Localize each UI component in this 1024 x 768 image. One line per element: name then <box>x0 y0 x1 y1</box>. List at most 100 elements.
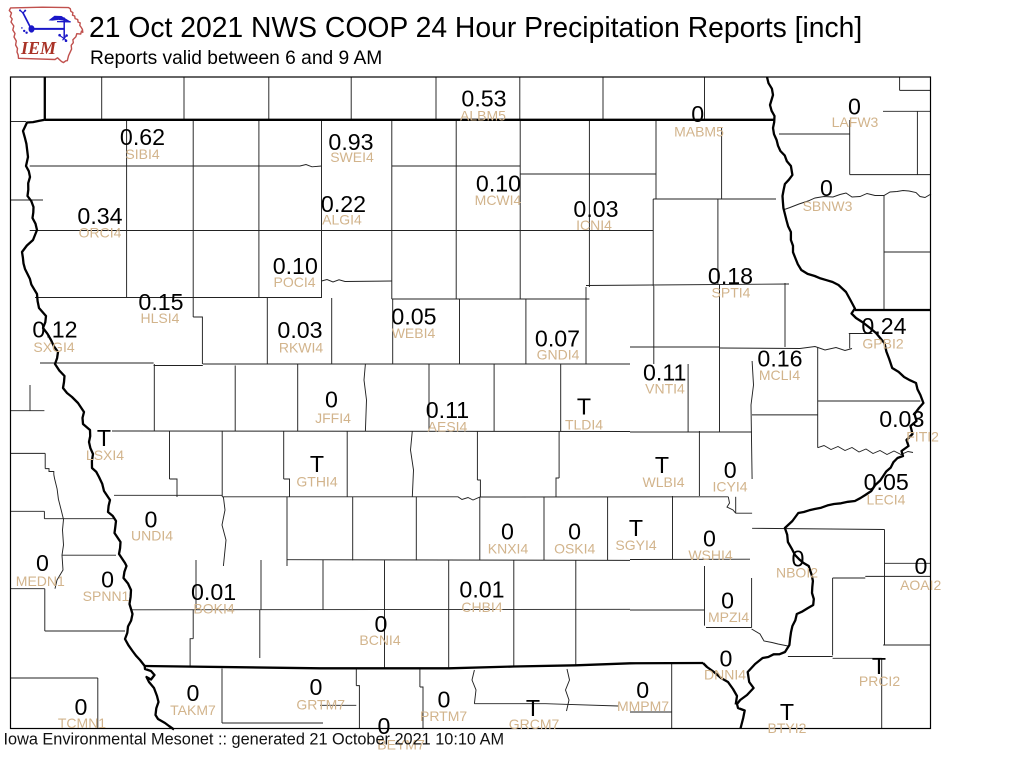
svg-text:T: T <box>97 425 111 451</box>
svg-text:NBOI2: NBOI2 <box>776 564 818 580</box>
svg-text:0.16: 0.16 <box>757 346 802 372</box>
svg-text:0: 0 <box>721 587 734 613</box>
svg-text:0: 0 <box>848 94 861 120</box>
svg-text:0: 0 <box>703 526 716 552</box>
svg-text:MABM5: MABM5 <box>674 123 724 139</box>
svg-text:T: T <box>310 451 324 477</box>
svg-text:SBNW3: SBNW3 <box>803 198 853 214</box>
svg-text:ICNI4: ICNI4 <box>576 217 612 233</box>
svg-text:MCWI4: MCWI4 <box>475 192 522 208</box>
svg-text:0: 0 <box>820 175 833 201</box>
svg-text:LSXI4: LSXI4 <box>86 447 124 463</box>
svg-text:Reports valid between 6 and 9: Reports valid between 6 and 9 AM <box>90 48 382 69</box>
svg-text:0: 0 <box>438 687 451 713</box>
svg-text:T: T <box>655 452 669 478</box>
svg-text:0: 0 <box>720 646 733 672</box>
svg-text:0: 0 <box>374 611 387 637</box>
svg-text:0: 0 <box>636 677 649 703</box>
svg-text:T: T <box>629 515 643 541</box>
svg-text:0: 0 <box>724 457 737 483</box>
svg-text:DNNI4: DNNI4 <box>704 667 746 683</box>
svg-text:0.01: 0.01 <box>459 577 504 603</box>
svg-text:0: 0 <box>101 567 114 593</box>
svg-text:MEDN1: MEDN1 <box>16 573 65 589</box>
svg-text:0.05: 0.05 <box>864 469 909 495</box>
svg-text:CHBI4: CHBI4 <box>461 599 502 615</box>
svg-text:AESI4: AESI4 <box>428 418 468 434</box>
svg-text:WSHI4: WSHI4 <box>688 547 733 563</box>
svg-text:0: 0 <box>501 519 514 545</box>
svg-text:0.22: 0.22 <box>321 191 366 217</box>
svg-text:0: 0 <box>187 680 200 706</box>
svg-text:0: 0 <box>792 546 805 572</box>
svg-text:0: 0 <box>378 713 391 739</box>
svg-text:0.05: 0.05 <box>391 304 436 330</box>
svg-text:GRTM7: GRTM7 <box>296 696 345 712</box>
svg-text:SPTI4: SPTI4 <box>712 284 751 300</box>
svg-text:BOKI4: BOKI4 <box>193 600 234 616</box>
svg-text:0.62: 0.62 <box>120 124 165 150</box>
svg-text:0: 0 <box>568 519 581 545</box>
svg-text:0.10: 0.10 <box>476 171 521 197</box>
svg-text:ORCI4: ORCI4 <box>79 224 122 240</box>
svg-text:LECI4: LECI4 <box>867 492 906 508</box>
svg-text:BEYM7: BEYM7 <box>377 736 425 752</box>
svg-text:TAKM7: TAKM7 <box>170 702 216 718</box>
svg-text:0.24: 0.24 <box>861 313 906 339</box>
svg-text:0: 0 <box>691 101 704 127</box>
svg-text:OSKI4: OSKI4 <box>554 540 595 556</box>
svg-text:0.15: 0.15 <box>138 289 183 315</box>
svg-text:SIBI4: SIBI4 <box>125 146 159 162</box>
svg-text:0: 0 <box>915 553 928 579</box>
svg-text:0.07: 0.07 <box>535 326 580 352</box>
svg-text:MPZI4: MPZI4 <box>708 609 749 625</box>
svg-text:0.93: 0.93 <box>328 129 373 155</box>
svg-text:FITI2: FITI2 <box>906 429 939 445</box>
svg-text:ALGI4: ALGI4 <box>322 212 362 228</box>
svg-text:0.03: 0.03 <box>573 196 618 222</box>
svg-text:21 Oct 2021 NWS COOP 24 Hour P: 21 Oct 2021 NWS COOP 24 Hour Precipitati… <box>89 11 862 43</box>
svg-text:0.12: 0.12 <box>32 316 77 342</box>
svg-text:GTHI4: GTHI4 <box>296 473 337 489</box>
svg-text:0.01: 0.01 <box>191 579 236 605</box>
svg-text:TLDI4: TLDI4 <box>565 416 603 432</box>
svg-text:SWEI4: SWEI4 <box>330 149 374 165</box>
svg-text:POCI4: POCI4 <box>273 274 315 290</box>
svg-text:0.10: 0.10 <box>273 253 318 279</box>
svg-text:UNDI4: UNDI4 <box>131 527 173 543</box>
svg-text:BCNI4: BCNI4 <box>359 632 400 648</box>
svg-text:0: 0 <box>75 694 88 720</box>
svg-text:LAFW3: LAFW3 <box>832 114 879 130</box>
svg-text:0: 0 <box>36 550 49 576</box>
svg-text:KNXI4: KNXI4 <box>488 540 529 556</box>
svg-text:AOAI2: AOAI2 <box>900 577 941 593</box>
svg-text:ICYI4: ICYI4 <box>712 478 747 494</box>
svg-text:GPBI2: GPBI2 <box>862 335 903 351</box>
svg-text:VNTI4: VNTI4 <box>645 380 685 396</box>
svg-text:WEBI4: WEBI4 <box>392 325 436 341</box>
svg-text:JFFI4: JFFI4 <box>315 410 351 426</box>
svg-text:PRCI2: PRCI2 <box>859 673 900 689</box>
svg-text:T: T <box>872 653 886 679</box>
svg-text:0.11: 0.11 <box>643 360 686 386</box>
svg-text:MCLI4: MCLI4 <box>759 367 800 383</box>
svg-text:0.53: 0.53 <box>461 86 506 112</box>
svg-text:IEM: IEM <box>20 38 57 58</box>
svg-text:0.11: 0.11 <box>426 397 469 423</box>
svg-text:TCMN1: TCMN1 <box>58 715 106 731</box>
svg-text:GNDI4: GNDI4 <box>537 346 580 362</box>
svg-text:Iowa Environmental Mesonet ::: Iowa Environmental Mesonet :: generated … <box>4 731 505 749</box>
svg-text:0.18: 0.18 <box>708 263 753 289</box>
svg-text:0: 0 <box>325 387 338 413</box>
svg-text:HLSI4: HLSI4 <box>141 310 180 326</box>
svg-text:T: T <box>526 695 540 721</box>
svg-text:T: T <box>780 699 794 725</box>
svg-text:GRCM7: GRCM7 <box>509 716 560 732</box>
svg-text:PRTM7: PRTM7 <box>420 708 467 724</box>
svg-text:0: 0 <box>310 674 323 700</box>
svg-text:SPNN1: SPNN1 <box>83 588 130 604</box>
svg-text:0.34: 0.34 <box>77 203 122 229</box>
svg-text:ALBM5: ALBM5 <box>460 107 506 123</box>
svg-text:RKWI4: RKWI4 <box>279 339 324 355</box>
svg-text:T: T <box>577 394 591 420</box>
